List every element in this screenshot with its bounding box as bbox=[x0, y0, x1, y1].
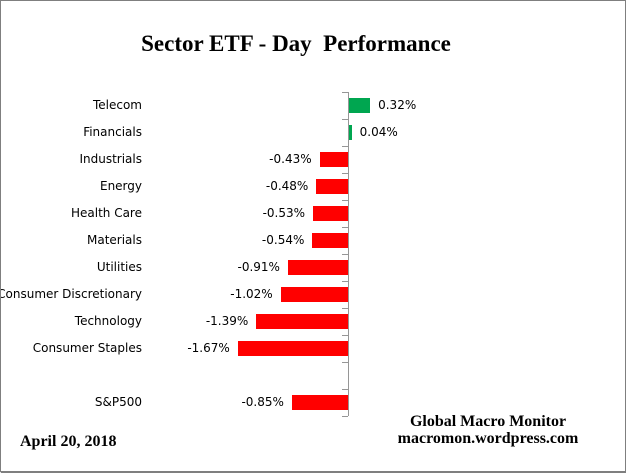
category-label: Utilities bbox=[96, 260, 142, 274]
value-label: -0.85% bbox=[241, 395, 284, 409]
axis-tick bbox=[342, 389, 348, 390]
axis-tick bbox=[342, 119, 348, 120]
bar-negative bbox=[280, 287, 348, 302]
axis-tick bbox=[342, 200, 348, 201]
category-label: Consumer Staples bbox=[32, 341, 142, 355]
value-label: -1.02% bbox=[230, 287, 273, 301]
value-label: -1.39% bbox=[205, 314, 249, 328]
value-label: 0.32% bbox=[378, 98, 417, 112]
category-label: Energy bbox=[99, 179, 142, 193]
axis-tick bbox=[342, 308, 348, 309]
axis-tick bbox=[342, 362, 348, 363]
category-label: S&P500 bbox=[94, 395, 142, 409]
value-label: -1.67% bbox=[187, 341, 230, 355]
axis-tick bbox=[342, 227, 348, 228]
axis-tick bbox=[342, 173, 348, 174]
bar-negative bbox=[237, 341, 348, 356]
category-label: Health Care bbox=[70, 206, 142, 220]
category-label: Industrials bbox=[79, 152, 142, 166]
footer-brand-block: Global Macro Monitor macromon.wordpress.… bbox=[398, 413, 579, 447]
value-label: -0.91% bbox=[237, 260, 280, 274]
category-label: Materials bbox=[86, 233, 142, 247]
axis-tick bbox=[342, 335, 348, 336]
footer-brand-name: Global Macro Monitor bbox=[409, 413, 567, 430]
bar-negative bbox=[291, 395, 348, 410]
category-label: Consumer Discretionary bbox=[0, 287, 142, 301]
value-label: -0.53% bbox=[262, 206, 306, 220]
bar-negative bbox=[319, 152, 348, 167]
value-label: -0.43% bbox=[269, 152, 312, 166]
bar-negative bbox=[256, 314, 348, 329]
value-label: -0.48% bbox=[265, 179, 309, 193]
axis-tick bbox=[342, 146, 348, 147]
footer-date: April 20, 2018 bbox=[20, 433, 117, 450]
footer-brand-url: macromon.wordpress.com bbox=[397, 430, 579, 447]
value-label: -0.54% bbox=[261, 233, 305, 247]
axis-tick bbox=[342, 281, 348, 282]
bar-negative bbox=[316, 179, 348, 194]
value-label: 0.04% bbox=[359, 125, 398, 139]
category-label: Telecom bbox=[92, 98, 142, 112]
bar-negative bbox=[287, 260, 348, 275]
axis-tick bbox=[342, 254, 348, 255]
bar-negative bbox=[312, 233, 348, 248]
axis-tick bbox=[342, 416, 348, 417]
bar-negative bbox=[313, 206, 348, 221]
bar-positive bbox=[349, 98, 371, 113]
chart-title: Sector ETF - Day Performance bbox=[141, 31, 451, 56]
bar-positive bbox=[349, 125, 352, 140]
category-label: Technology bbox=[74, 314, 142, 328]
axis-tick bbox=[342, 92, 348, 93]
value-axis-line bbox=[348, 92, 349, 416]
category-label: Financials bbox=[83, 125, 142, 139]
